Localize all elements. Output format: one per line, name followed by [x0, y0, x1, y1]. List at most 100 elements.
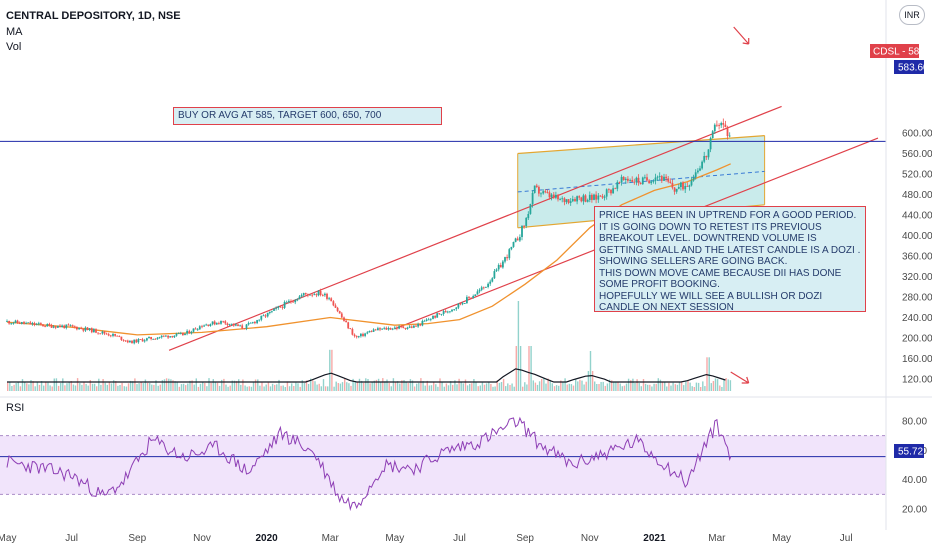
volume-bar — [418, 382, 420, 391]
volume-bar — [96, 386, 98, 391]
channel-fill[interactable] — [517, 135, 765, 228]
candle-body — [31, 323, 34, 325]
volume-bar — [358, 378, 361, 391]
analysis-note[interactable]: PRICE HAS BEEN IN UPTREND FOR A GOOD PER… — [594, 206, 866, 313]
indicator-ma-label[interactable]: MA — [6, 26, 23, 38]
volume-bar — [625, 383, 628, 391]
candle-body — [40, 323, 42, 325]
candle-body — [550, 194, 553, 198]
volume-bar — [170, 379, 172, 391]
candle-body — [711, 131, 714, 138]
candle-body — [133, 339, 136, 344]
candle-body — [722, 123, 725, 125]
currency-button[interactable]: INR — [899, 5, 925, 25]
volume-bar — [630, 380, 632, 391]
candle-body — [73, 326, 76, 328]
volume-bar — [299, 386, 301, 391]
candles — [6, 118, 731, 345]
volume-bar — [589, 351, 592, 391]
rsi-line[interactable] — [6, 416, 732, 512]
time-tick-label: Jul — [453, 533, 466, 544]
volume-bar — [587, 371, 590, 391]
candle-body — [196, 329, 199, 331]
candle-body — [669, 181, 672, 183]
volume-bar — [394, 382, 397, 391]
volume-bar — [424, 385, 426, 391]
volume-bar — [634, 383, 636, 391]
upper-trendline[interactable] — [168, 105, 782, 351]
price-down-arrow[interactable] — [733, 26, 750, 45]
candle-body — [345, 320, 347, 323]
candle-body — [93, 329, 95, 333]
price-pane[interactable] — [0, 26, 886, 392]
candle-body — [510, 246, 513, 250]
candle-body — [482, 287, 485, 289]
candle-body — [563, 198, 566, 203]
candle-body — [156, 337, 159, 340]
volume-bar — [420, 378, 422, 391]
time-tick-label: May — [0, 533, 16, 544]
volume-bar — [276, 384, 278, 391]
candle-body — [383, 327, 386, 329]
candle-body — [466, 297, 468, 304]
volume-bar — [354, 381, 356, 391]
candle-body — [262, 315, 265, 317]
candle-body — [421, 320, 424, 326]
candle-body — [351, 329, 354, 335]
volume-bar — [187, 383, 189, 391]
candle-body — [330, 298, 333, 302]
volume-bar — [477, 386, 479, 391]
volume-bar — [640, 386, 642, 391]
volume-bar — [60, 383, 62, 391]
candle-body — [65, 324, 68, 328]
rsi-pane[interactable] — [0, 416, 886, 512]
volume-bar — [339, 383, 342, 391]
candle-body — [8, 321, 10, 324]
price-tick-label: 320.00 — [902, 272, 932, 283]
volume-bar — [543, 378, 545, 391]
candle-body — [12, 322, 15, 324]
channel-top-line[interactable] — [517, 135, 765, 155]
candle-body — [459, 303, 462, 305]
volume-down-arrow[interactable] — [730, 371, 750, 384]
volume-bar — [710, 383, 712, 391]
volume-bar — [87, 385, 89, 391]
buy-note[interactable]: BUY OR AVG AT 585, TARGET 600, 650, 700 — [173, 107, 442, 125]
volume-bar — [76, 378, 79, 391]
volume-bar — [38, 384, 41, 391]
candle-body — [143, 340, 146, 342]
volume-bar — [403, 380, 405, 391]
candle-body — [50, 325, 53, 328]
candle-body — [334, 305, 337, 308]
candle-body — [508, 249, 511, 259]
candle-body — [393, 327, 396, 329]
volume-bar — [375, 379, 378, 391]
volume-bar — [428, 385, 431, 391]
volume-bar — [449, 381, 452, 391]
volume-bar — [53, 378, 55, 391]
channel-midline[interactable] — [517, 170, 765, 193]
indicator-vol-label[interactable]: Vol — [6, 41, 21, 53]
volume-ma-line[interactable] — [7, 368, 726, 383]
candle-body — [677, 187, 680, 189]
candle-body — [523, 225, 525, 227]
rsi-label[interactable]: RSI — [6, 402, 24, 414]
volume-bar — [81, 384, 83, 391]
candle-body — [184, 333, 186, 335]
candle-body — [697, 170, 699, 173]
volume-bar — [714, 378, 717, 391]
candle-body — [567, 199, 570, 203]
volume-bar — [382, 378, 384, 391]
volume-bar — [288, 386, 291, 391]
volume-bar — [320, 386, 322, 391]
volume-bar — [606, 383, 609, 391]
volume-bar — [106, 384, 108, 391]
volume-bar — [350, 385, 352, 391]
volume-bar — [136, 384, 138, 391]
volume-bar — [672, 382, 674, 391]
candle-body — [126, 340, 129, 343]
candle-body — [76, 326, 78, 330]
volume-bar — [411, 380, 414, 391]
volume-bar — [555, 385, 558, 391]
candle-body — [298, 296, 301, 300]
